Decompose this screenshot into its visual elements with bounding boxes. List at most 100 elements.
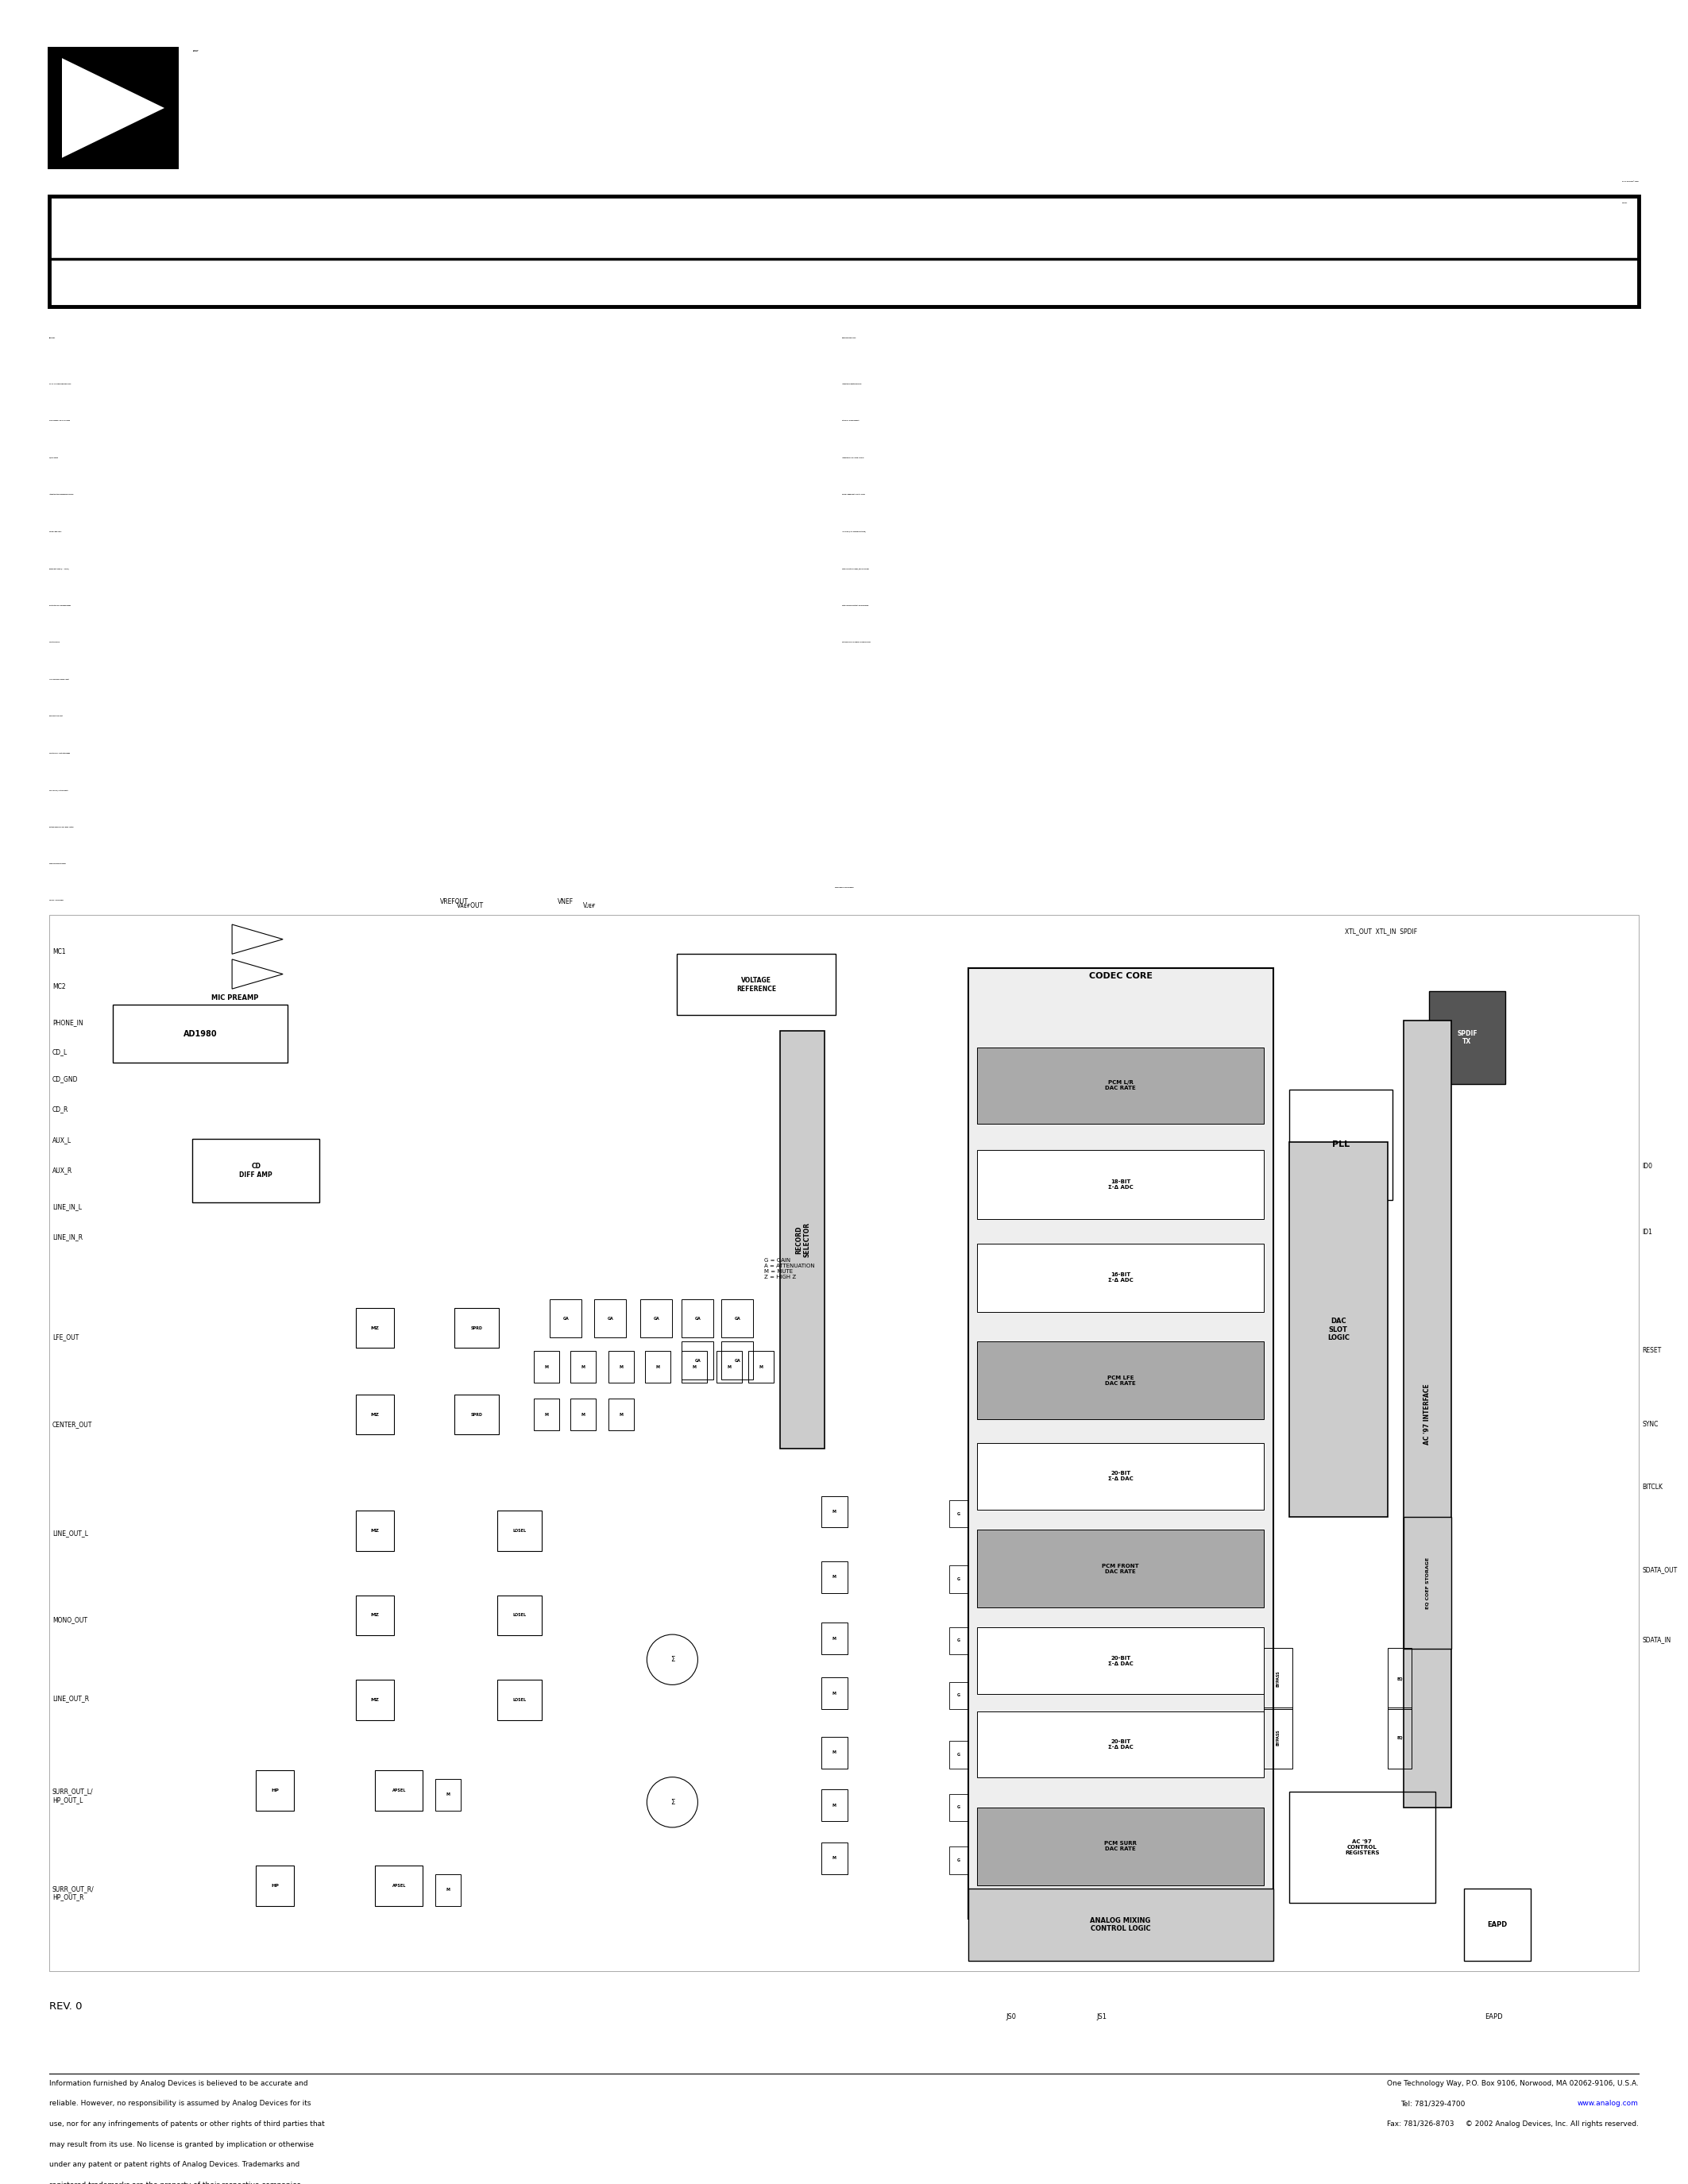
Text: PCM FRONT
DAC RATE: PCM FRONT DAC RATE (1102, 1564, 1139, 1575)
Text: M: M (619, 1413, 623, 1417)
Bar (1388, 1649, 1411, 1710)
Bar (1430, 992, 1506, 1083)
Text: GA: GA (608, 1317, 613, 1321)
Text: EAPD: EAPD (1487, 1922, 1507, 1928)
Text: AD1980: AD1980 (184, 1031, 218, 1037)
Text: Tel: 781/329-4700: Tel: 781/329-4700 (1401, 2101, 1487, 2108)
Text: M: M (692, 1365, 697, 1369)
Text: MC1: MC1 (52, 948, 66, 954)
Bar (609, 1352, 635, 1382)
Bar (609, 1398, 635, 1431)
Text: M: M (545, 1413, 549, 1417)
Text: ID1: ID1 (1642, 1227, 1653, 1236)
Text: PCM SURR
DAC RATE: PCM SURR DAC RATE (1104, 1841, 1136, 1852)
Text: SPRD: SPRD (471, 1413, 483, 1417)
Text: MZ: MZ (371, 1529, 380, 1533)
Text: LOSEL: LOSEL (513, 1614, 527, 1618)
Bar (356, 1511, 395, 1551)
Bar (571, 1398, 596, 1431)
Text: PCM LFE
DAC RATE: PCM LFE DAC RATE (1106, 1376, 1136, 1385)
Bar (1264, 1649, 1293, 1710)
Bar (977, 1341, 1264, 1420)
Bar (682, 1299, 714, 1337)
Bar (356, 1396, 395, 1435)
Text: M: M (446, 1887, 451, 1891)
Text: SURR_OUT_R/
HP_OUT_R: SURR_OUT_R/ HP_OUT_R (52, 1885, 95, 1900)
Text: MZ: MZ (371, 1413, 380, 1417)
Bar (721, 1299, 753, 1337)
Text: M: M (832, 1575, 837, 1579)
Text: VOLTAGE
REFERENCE: VOLTAGE REFERENCE (736, 976, 776, 992)
Bar (1403, 1518, 1452, 1649)
Bar (498, 1679, 542, 1719)
Text: AUX_L: AUX_L (52, 1136, 71, 1144)
Bar (780, 1031, 825, 1448)
Bar (498, 1594, 542, 1636)
Bar (550, 1299, 582, 1337)
Bar (113, 1005, 287, 1064)
Bar (375, 1771, 422, 1811)
Text: M: M (545, 1365, 549, 1369)
Text: M: M (581, 1365, 586, 1369)
Text: VNEF: VNEF (557, 898, 574, 906)
Bar (822, 1736, 847, 1769)
Bar (949, 1500, 967, 1527)
Bar (356, 1679, 395, 1719)
Bar (977, 1806, 1264, 1885)
Bar (454, 1396, 500, 1435)
Text: www.analog.com: www.analog.com (1578, 2101, 1639, 2108)
Bar (1264, 1708, 1293, 1769)
Text: SYNC: SYNC (1642, 1420, 1658, 1428)
Bar (436, 1780, 461, 1811)
Text: SPDIF
TX: SPDIF TX (1457, 1031, 1477, 1046)
Text: M: M (832, 1690, 837, 1695)
Text: LOSEL: LOSEL (513, 1529, 527, 1533)
Text: GA: GA (653, 1317, 660, 1321)
Bar (977, 1048, 1264, 1123)
Text: AC '97
CONTROL
REGISTERS: AC '97 CONTROL REGISTERS (1345, 1839, 1379, 1854)
Text: SDATA_OUT: SDATA_OUT (1642, 1566, 1678, 1572)
Text: M: M (832, 1509, 837, 1514)
Bar (257, 1771, 294, 1811)
Text: Vᴊᴇғ: Vᴊᴇғ (582, 902, 596, 911)
Bar (822, 1623, 847, 1653)
Text: One Technology Way, P.O. Box 9106, Norwood, MA 02062-9106, U.S.A.: One Technology Way, P.O. Box 9106, Norwo… (1388, 2079, 1639, 2086)
Text: M: M (832, 1752, 837, 1754)
Bar (677, 954, 836, 1016)
Text: REV. 0: REV. 0 (49, 2001, 83, 2011)
Bar (949, 1682, 967, 1710)
Bar (977, 1712, 1264, 1778)
Text: XTL_OUT  XTL_IN  SPDIF: XTL_OUT XTL_IN SPDIF (1345, 928, 1418, 935)
Text: VᴀᴇғOUT: VᴀᴇғOUT (457, 902, 484, 911)
Text: under any patent or patent rights of Analog Devices. Trademarks and: under any patent or patent rights of Ana… (49, 2162, 300, 2169)
Text: EQ: EQ (1396, 1736, 1403, 1741)
Text: CODEC CORE: CODEC CORE (1089, 972, 1153, 981)
Text: RESET: RESET (1642, 1348, 1661, 1354)
Bar (967, 1889, 1273, 1961)
Text: M: M (581, 1413, 586, 1417)
Bar (1403, 1020, 1452, 1808)
Text: 16-BIT
Σ-Δ ADC: 16-BIT Σ-Δ ADC (1107, 1273, 1133, 1282)
Text: MONO_OUT: MONO_OUT (52, 1616, 88, 1623)
Text: M: M (619, 1365, 623, 1369)
Bar (47, 48, 179, 168)
Bar (949, 1793, 967, 1821)
Text: LINE_IN_L: LINE_IN_L (52, 1203, 81, 1210)
Text: G: G (957, 1754, 960, 1756)
Text: G = GAIN
A = ATTENUATION
M = MUTE
Z = HIGH Z: G = GAIN A = ATTENUATION M = MUTE Z = HI… (765, 1258, 815, 1280)
Text: CD_GND: CD_GND (52, 1075, 78, 1083)
Text: BYPASS: BYPASS (1276, 1730, 1280, 1745)
Text: 20-BIT
Σ-Δ DAC: 20-BIT Σ-Δ DAC (1107, 1472, 1133, 1481)
Bar (594, 1299, 626, 1337)
Text: LFE_OUT: LFE_OUT (52, 1334, 79, 1341)
Text: APSEL: APSEL (392, 1789, 405, 1793)
Text: DAC
SLOT
LOGIC: DAC SLOT LOGIC (1327, 1317, 1349, 1341)
Bar (721, 1341, 753, 1380)
Text: M: M (657, 1365, 660, 1369)
Text: GA: GA (695, 1358, 701, 1363)
Text: GA: GA (734, 1317, 741, 1321)
Text: Σ: Σ (670, 1800, 675, 1806)
Text: CENTER_OUT: CENTER_OUT (52, 1420, 93, 1428)
Bar (967, 968, 1273, 1918)
Text: AC '97 INTERFACE: AC '97 INTERFACE (1423, 1385, 1431, 1444)
